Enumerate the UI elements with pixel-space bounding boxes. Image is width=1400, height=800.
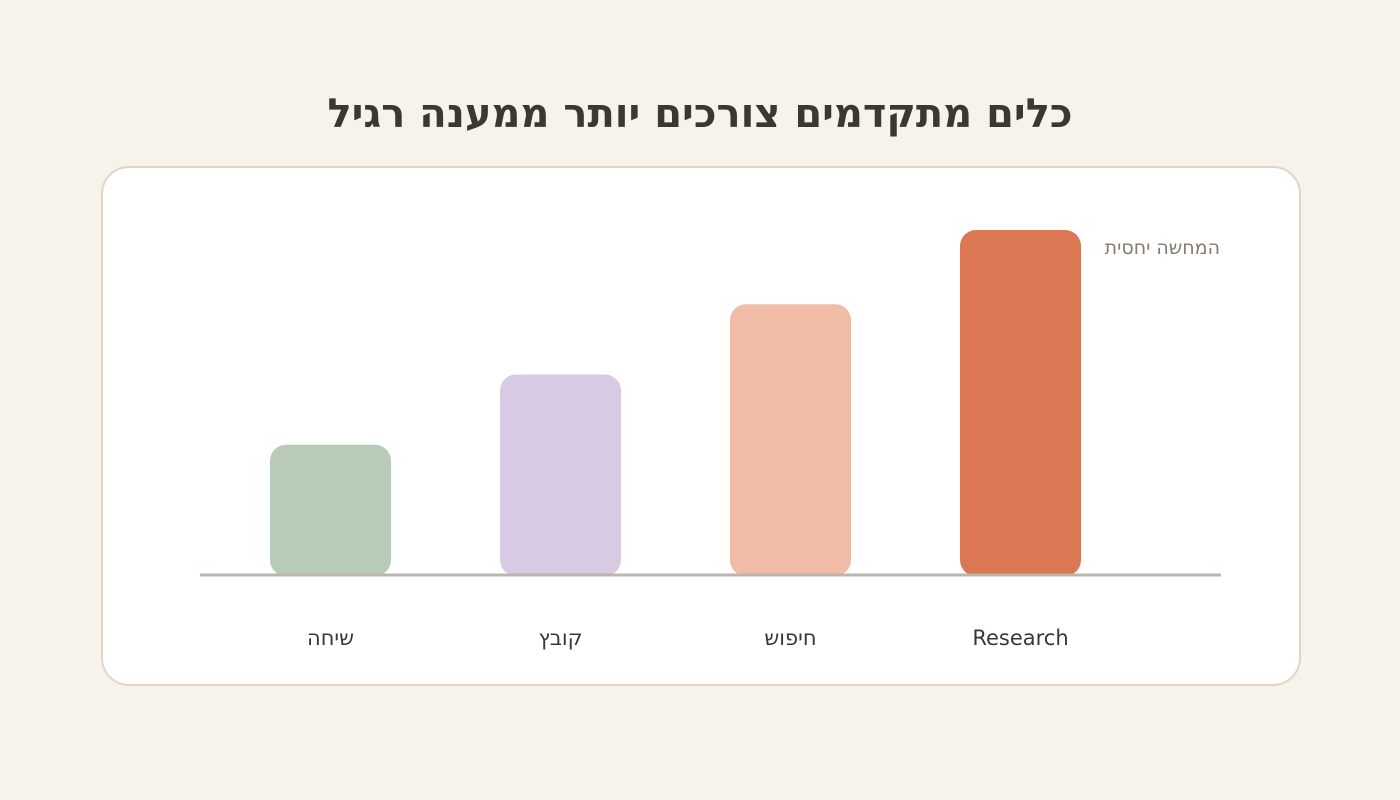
bar-4 [960, 230, 1081, 576]
x-tick-label-1: שיחה [307, 626, 354, 650]
chart-card [101, 166, 1301, 686]
bar-2 [500, 374, 621, 576]
page-title: כלים מתקדמים צורכים יותר ממענה רגיל [327, 91, 1073, 137]
chart-annotation: המחשה יחסית [1105, 237, 1220, 259]
bar-1 [270, 444, 391, 576]
x-tick-label-3: חיפוש [764, 626, 816, 650]
x-tick-label-2: קובץ [538, 626, 582, 650]
bar-3 [730, 304, 851, 576]
x-tick-label-4: Research [972, 626, 1068, 650]
